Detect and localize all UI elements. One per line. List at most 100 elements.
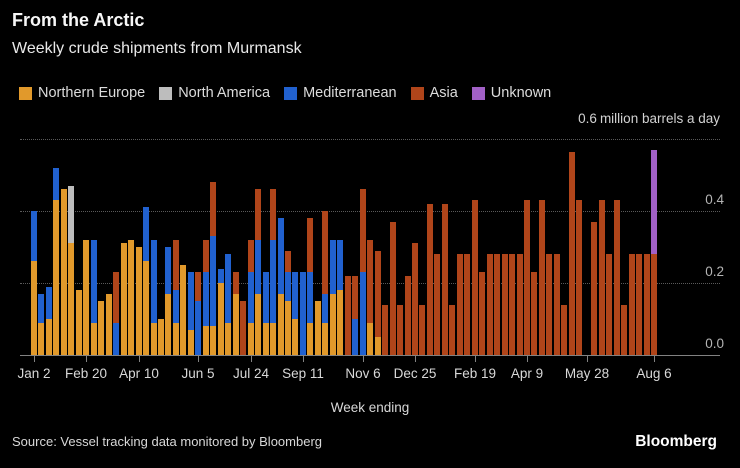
bar-week-19-mediterranean [173,290,179,323]
bar-week-27-northern-europe [233,293,239,355]
bar-week-83-unknown [651,149,657,255]
bar-week-33-mediterranean [278,218,284,294]
bar-week-28-asia [240,301,246,355]
bar-week-25-northern-europe [218,283,224,355]
bar-week-38-northern-europe [315,301,321,355]
bar-week-29-asia [248,239,254,273]
bar-week-52-asia [419,304,425,355]
bar-week-64-asia [509,254,515,355]
x-tick-label-nov-6: Nov 6 [345,366,381,381]
x-axis-line [20,355,720,356]
bar-week-71-asia [561,304,567,355]
x-tick-label-apr-10: Apr 10 [119,366,159,381]
bar-week-48-asia [390,221,396,355]
bar-week-44-mediterranean [360,272,366,355]
legend-label: Mediterranean [303,85,397,101]
bar-week-9-northern-europe [98,301,104,355]
bar-week-37-mediterranean [307,272,313,323]
bar-week-30-asia [255,189,261,240]
legend-label: Unknown [490,85,552,101]
legend-swatch-icon [410,86,424,100]
bar-week-2-northern-europe [46,319,52,355]
bar-week-37-asia [307,218,313,273]
y-tick-label: 0.4 [705,192,724,207]
bar-week-17-northern-europe [158,319,164,355]
bar-week-35-northern-europe [292,319,298,355]
x-tick [654,356,655,362]
x-tick [475,356,476,362]
bar-week-26-mediterranean [225,254,231,323]
bar-week-50-asia [405,275,411,355]
bar-week-18-northern-europe [165,293,171,355]
bar-week-1-mediterranean [38,293,44,323]
bar-week-3-mediterranean [53,167,59,201]
bar-week-1-northern-europe [38,322,44,355]
x-tick [587,356,588,362]
x-tick [303,356,304,362]
legend-item-unknown: Unknown [471,85,552,101]
bar-week-76-asia [599,200,605,355]
x-axis-title: Week ending [330,400,410,415]
bar-week-80-asia [629,254,635,355]
bar-week-25-mediterranean [218,268,224,283]
bar-week-31-mediterranean [263,272,269,323]
bar-week-16-northern-europe [151,322,157,355]
bar-week-22-asia [195,272,201,301]
bar-week-30-northern-europe [255,293,261,355]
bar-week-8-northern-europe [91,322,97,355]
bar-week-73-asia [576,200,582,355]
legend: Northern Europe North America Mediterranea… [19,85,565,101]
bar-week-13-northern-europe [128,239,134,355]
bar-week-31-northern-europe [263,322,269,355]
legend-item-asia: Asia [410,85,458,101]
gridline-0.6 [20,139,720,140]
bar-week-65-asia [517,254,523,355]
x-tick [415,356,416,362]
y-max-tick-label: 0.6 [578,111,597,126]
y-tick-label: 0.0 [705,336,724,351]
bar-week-37-northern-europe [307,322,313,355]
bar-week-35-mediterranean [292,272,298,319]
legend-swatch-icon [19,86,32,100]
bar-week-41-mediterranean [337,239,343,291]
x-tick-label-apr-9: Apr 9 [510,366,544,381]
bar-week-23-mediterranean [203,272,209,327]
bar-week-4-northern-europe [61,189,67,355]
bar-week-40-northern-europe [330,293,336,355]
bar-week-69-asia [546,254,552,355]
bar-week-15-mediterranean [143,207,149,262]
bar-week-27-asia [233,272,239,294]
bar-week-32-mediterranean [270,239,276,323]
x-tick-label-feb-19: Feb 19 [453,366,497,381]
bar-week-55-asia [442,203,448,355]
legend-label: Asia [429,85,458,101]
x-tick [139,356,140,362]
bar-week-23-northern-europe [203,326,209,355]
bar-week-39-mediterranean [322,293,328,323]
x-tick-label-sep-11: Sep 11 [282,366,324,381]
bar-week-81-asia [636,254,642,355]
y-axis-unit-annotation: 0.6 million barrels a day [578,111,720,126]
x-tick-label-feb-20: Feb 20 [64,366,108,381]
x-tick [527,356,528,362]
x-tick-label-jun-5: Jun 5 [181,366,215,381]
y-axis-unit-label: million barrels a day [599,111,720,126]
bar-week-53-asia [427,203,433,355]
bar-week-67-asia [531,272,537,355]
bar-week-21-northern-europe [188,329,194,355]
bar-week-57-asia [457,254,463,355]
bar-week-23-asia [203,239,209,273]
bar-week-45-northern-europe [367,322,373,355]
bar-week-44-asia [360,189,366,273]
bar-week-16-mediterranean [151,239,157,323]
bar-week-24-asia [210,182,216,237]
bar-week-62-asia [494,254,500,355]
bar-week-46-northern-europe [375,337,381,355]
legend-swatch-icon [284,86,298,100]
bar-week-33-northern-europe [278,293,284,355]
bar-week-0-mediterranean [31,211,37,262]
bar-week-19-northern-europe [173,322,179,355]
bar-week-49-asia [397,304,403,355]
bar-week-42-asia [345,275,351,355]
